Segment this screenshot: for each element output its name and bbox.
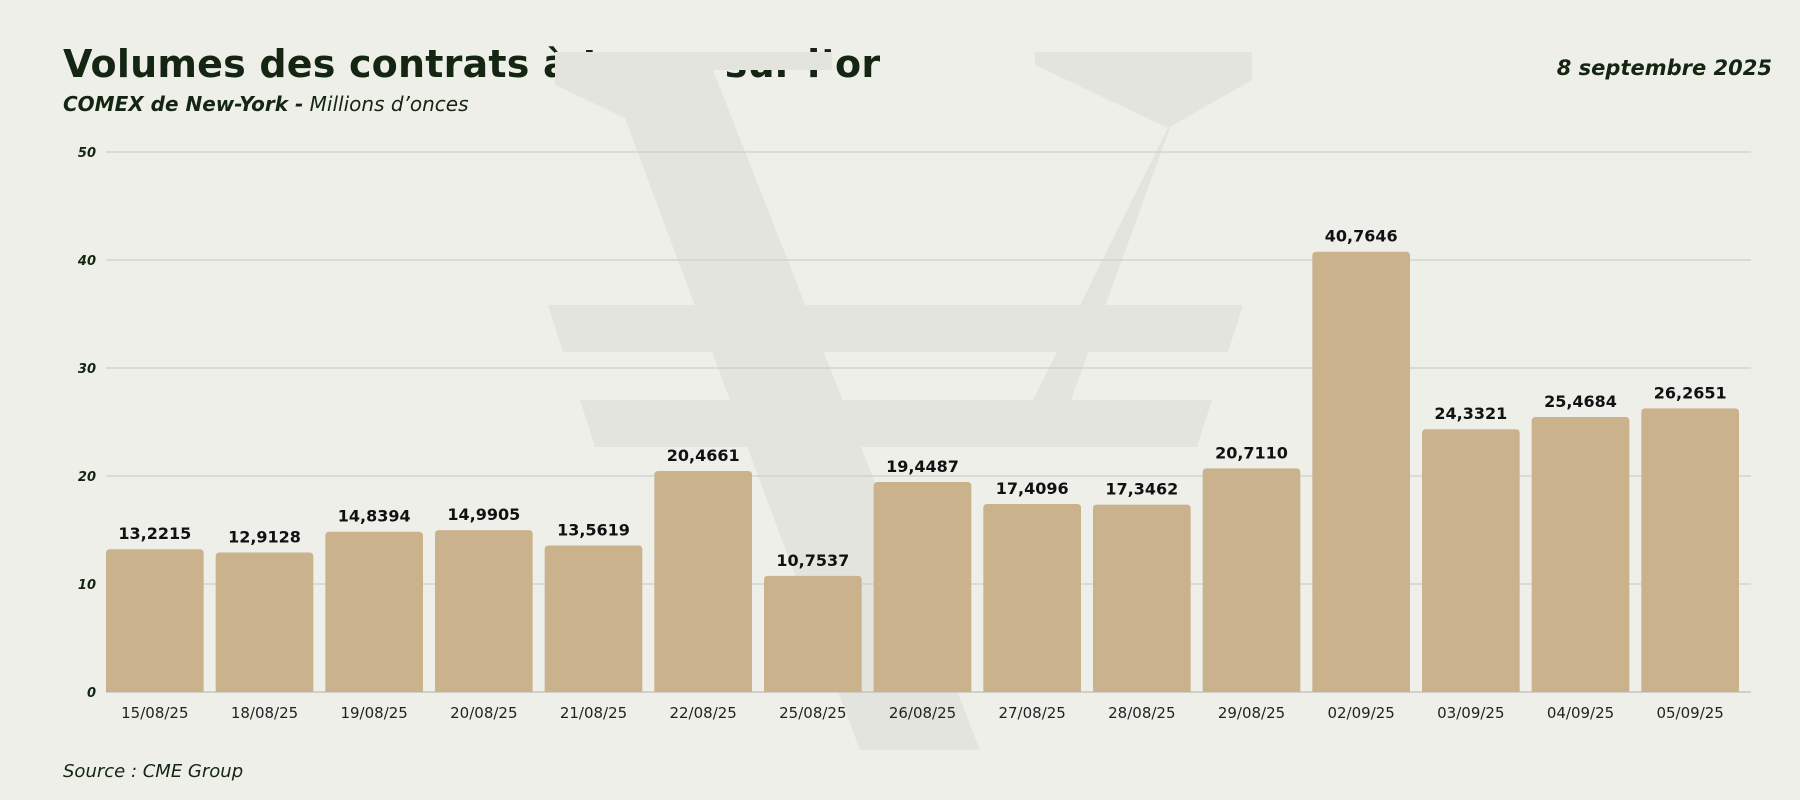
x-tick-label: 20/08/25 bbox=[450, 704, 517, 722]
bar bbox=[106, 549, 204, 692]
bar-value-label: 17,3462 bbox=[1105, 480, 1178, 499]
y-tick-label: 20 bbox=[78, 470, 96, 485]
x-axis: 15/08/25 18/08/25 19/08/25 20/08/25 21/08/25… bbox=[121, 704, 1724, 722]
bar-value-label: 13,2215 bbox=[118, 524, 191, 543]
bar-value-label: 25,4684 bbox=[1544, 392, 1617, 411]
x-tick-label: 02/09/25 bbox=[1327, 704, 1394, 722]
bar bbox=[873, 481, 972, 692]
bar-value-label: 20,7110 bbox=[1215, 443, 1288, 462]
bar-value-label: 20,4661 bbox=[667, 446, 740, 465]
bar-value-label: 40,7646 bbox=[1325, 227, 1398, 246]
bar bbox=[1093, 504, 1191, 692]
bar-value-label: 13,5619 bbox=[557, 521, 630, 540]
subtitle-exchange: COMEX de New-York - bbox=[63, 92, 304, 116]
bar bbox=[1641, 408, 1739, 692]
x-tick-label: 18/08/25 bbox=[231, 704, 298, 722]
y-tick-label: 0 bbox=[87, 686, 96, 701]
y-tick-label: 40 bbox=[77, 254, 96, 269]
y-tick-label: 10 bbox=[78, 578, 96, 593]
subtitle-unit: Millions d’onces bbox=[303, 92, 469, 116]
x-tick-label: 29/08/25 bbox=[1218, 704, 1285, 722]
x-tick-label: 03/09/25 bbox=[1437, 704, 1504, 722]
x-tick-label: 26/08/25 bbox=[889, 704, 956, 722]
x-tick-label: 22/08/25 bbox=[669, 704, 736, 722]
bar bbox=[325, 531, 423, 692]
y-tick-label: 50 bbox=[78, 146, 96, 161]
bar bbox=[1531, 416, 1630, 692]
bar bbox=[1312, 251, 1410, 693]
x-tick-label: 15/08/25 bbox=[121, 704, 188, 722]
bar-value-label: 14,8394 bbox=[338, 507, 411, 526]
bar bbox=[1422, 429, 1520, 692]
bar-value-label: 12,9128 bbox=[228, 528, 301, 547]
bar bbox=[654, 470, 752, 692]
bar bbox=[1202, 468, 1301, 692]
bar bbox=[764, 575, 862, 692]
bar-value-label: 17,4096 bbox=[996, 479, 1069, 498]
bar-value-label: 10,7537 bbox=[776, 551, 849, 570]
x-tick-label: 21/08/25 bbox=[560, 704, 627, 722]
bar bbox=[435, 530, 533, 692]
bar-value-label: 19,4487 bbox=[886, 457, 959, 476]
x-tick-label: 05/09/25 bbox=[1656, 704, 1723, 722]
y-axis: 0 10 20 30 40 50 bbox=[77, 146, 96, 701]
chart-subtitle: COMEX de New-York - Millions d’onces bbox=[63, 92, 469, 116]
bars: 13,2215 12,9128 14,8394 14,9905 13,5619 20,46… bbox=[106, 227, 1739, 693]
x-tick-label: 25/08/25 bbox=[779, 704, 846, 722]
x-tick-label: 19/08/25 bbox=[340, 704, 407, 722]
y-tick-label: 30 bbox=[78, 362, 96, 377]
chart-date: 8 septembre 2025 bbox=[1556, 56, 1772, 80]
x-tick-label: 28/08/25 bbox=[1108, 704, 1175, 722]
bar bbox=[215, 552, 314, 692]
bar bbox=[544, 545, 643, 692]
source-note: Source : CME Group bbox=[63, 761, 244, 782]
bar-value-label: 26,2651 bbox=[1654, 383, 1727, 402]
bar bbox=[983, 503, 1081, 692]
x-tick-label: 27/08/25 bbox=[998, 704, 1065, 722]
bar-value-label: 14,9905 bbox=[447, 505, 520, 524]
x-tick-label: 04/09/25 bbox=[1547, 704, 1614, 722]
bar-value-label: 24,3321 bbox=[1434, 404, 1507, 423]
